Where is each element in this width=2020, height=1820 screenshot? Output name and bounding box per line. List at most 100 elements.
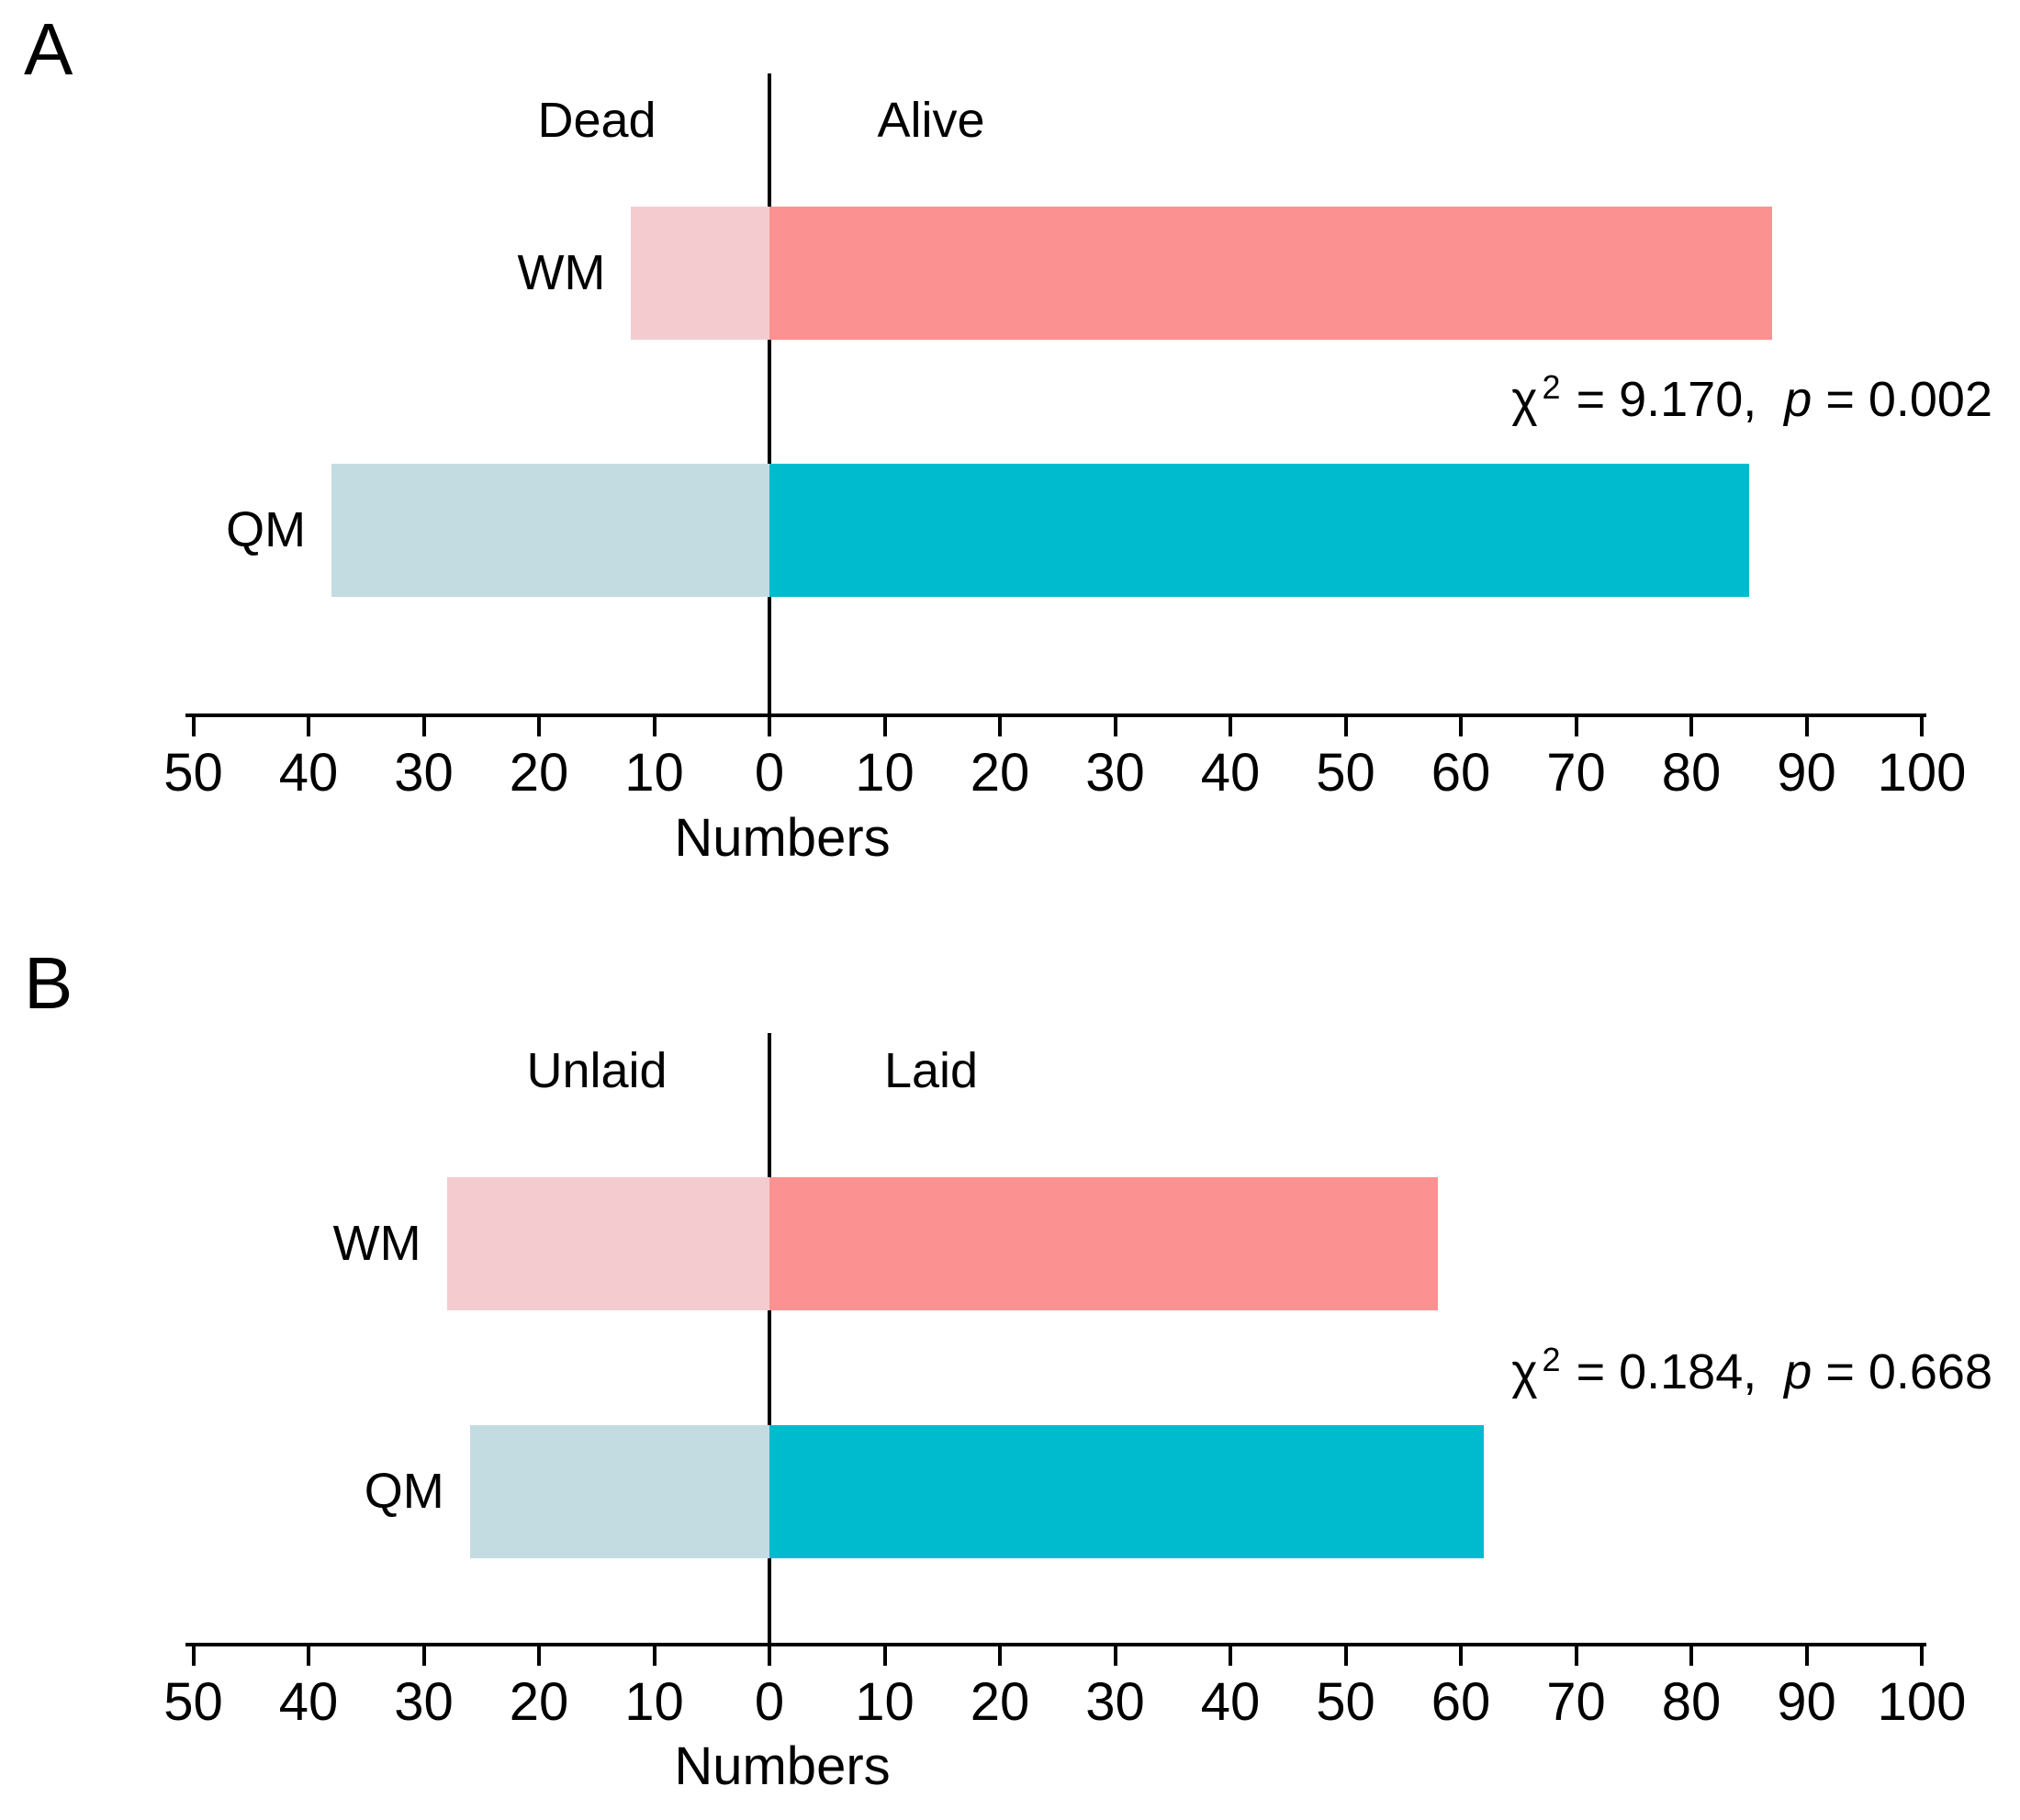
- axis-tick: [1113, 1646, 1117, 1666]
- axis-tick: [998, 717, 1002, 736]
- x-axis-title: Numbers: [674, 808, 891, 868]
- axis-tick: [1343, 717, 1348, 736]
- axis-tick: [421, 717, 426, 736]
- axis-tick: [652, 1646, 656, 1666]
- axis-tick: [191, 1646, 196, 1666]
- bar-wm-laid: [769, 1177, 1438, 1310]
- chi-exponent: 2: [1542, 368, 1561, 406]
- axis-tick-label: 30: [1085, 743, 1145, 803]
- category-label-wm: WM: [517, 245, 606, 300]
- axis-tick-label: 30: [394, 1672, 454, 1732]
- axis-tick: [191, 717, 196, 736]
- axis-tick-label: 20: [970, 1672, 1030, 1732]
- axis-tick: [882, 1646, 887, 1666]
- axis-tick: [882, 717, 887, 736]
- axis-tick-label: 0: [754, 743, 785, 803]
- axis-tick: [1689, 1646, 1693, 1666]
- axis-tick: [1343, 1646, 1348, 1666]
- axis-tick: [1229, 1646, 1232, 1666]
- category-label-qm: QM: [226, 502, 307, 557]
- axis-tick-label: 40: [278, 743, 339, 803]
- x-axis-line: [185, 713, 1926, 717]
- panel-b-letter: B: [24, 942, 73, 1024]
- axis-tick-label: 60: [1431, 1672, 1491, 1732]
- axis-tick-label: 30: [1085, 1672, 1145, 1732]
- left-column-header: Unlaid: [526, 1043, 668, 1098]
- axis-tick-label: 100: [1877, 743, 1967, 803]
- axis-tick: [1459, 717, 1463, 736]
- axis-tick: [1920, 1646, 1924, 1666]
- category-label-wm: WM: [332, 1216, 421, 1271]
- bar-qm-alive: [769, 464, 1749, 597]
- left-column-header: Dead: [537, 93, 656, 148]
- chi-symbol: χ: [1511, 1344, 1538, 1399]
- axis-tick-label: 50: [1316, 743, 1375, 803]
- panel-a-letter: A: [24, 8, 73, 90]
- bar-wm-dead: [631, 207, 769, 340]
- p-symbol: p: [1784, 372, 1812, 427]
- axis-tick: [1113, 717, 1117, 736]
- axis-tick: [768, 717, 771, 736]
- axis-tick: [537, 1646, 541, 1666]
- axis-tick-label: 20: [970, 743, 1030, 803]
- bar-wm-unlaid: [446, 1177, 769, 1310]
- axis-tick-label: 90: [1777, 743, 1836, 803]
- bar-qm-laid: [769, 1425, 1485, 1558]
- axis-tick: [307, 717, 310, 736]
- bar-qm-unlaid: [469, 1425, 769, 1558]
- axis-tick-label: 60: [1431, 743, 1491, 803]
- axis-tick: [1804, 717, 1809, 736]
- zero-baseline: [768, 1033, 771, 1646]
- axis-tick: [1574, 1646, 1578, 1666]
- axis-tick-label: 20: [509, 743, 569, 803]
- axis-tick-label: 40: [278, 1672, 339, 1732]
- axis-tick-label: 100: [1877, 1672, 1967, 1732]
- axis-tick-label: 10: [855, 1672, 915, 1732]
- category-label-qm: QM: [364, 1464, 444, 1519]
- axis-tick-label: 30: [394, 743, 454, 803]
- axis-tick-label: 50: [1316, 1672, 1375, 1732]
- chi-exponent: 2: [1542, 1341, 1561, 1378]
- axis-tick: [421, 1646, 426, 1666]
- axis-tick: [1920, 717, 1924, 736]
- axis-tick-label: 80: [1661, 1672, 1722, 1732]
- axis-tick: [1229, 717, 1232, 736]
- right-column-header: Laid: [883, 1043, 979, 1098]
- axis-tick-label: 70: [1546, 1672, 1606, 1732]
- axis-tick-label: 40: [1200, 743, 1261, 803]
- axis-tick-label: 10: [855, 743, 915, 803]
- x-axis-title: Numbers: [674, 1736, 891, 1796]
- axis-tick-label: 10: [624, 743, 684, 803]
- axis-tick: [537, 717, 541, 736]
- axis-tick-label: 90: [1777, 1672, 1836, 1732]
- axis-tick-label: 80: [1661, 743, 1722, 803]
- bar-qm-dead: [331, 464, 769, 597]
- chi-value-text: = 0.184,: [1562, 1344, 1785, 1399]
- axis-tick-label: 10: [624, 1672, 684, 1732]
- chi-symbol: χ: [1511, 372, 1538, 427]
- p-value-text: = 0.668: [1812, 1344, 1992, 1399]
- axis-tick-label: 70: [1546, 743, 1606, 803]
- axis-tick-label: 40: [1200, 1672, 1261, 1732]
- right-column-header: Alive: [877, 93, 985, 148]
- x-axis-line: [185, 1643, 1926, 1646]
- axis-tick-label: 50: [163, 1672, 223, 1732]
- axis-tick: [307, 1646, 310, 1666]
- axis-tick-label: 20: [509, 1672, 569, 1732]
- bar-wm-alive: [769, 207, 1772, 340]
- axis-tick: [1459, 1646, 1463, 1666]
- axis-tick: [998, 1646, 1002, 1666]
- axis-tick: [768, 1646, 771, 1666]
- axis-tick-label: 50: [163, 743, 223, 803]
- axis-tick: [652, 717, 656, 736]
- axis-tick-label: 0: [754, 1672, 785, 1732]
- p-value-text: = 0.002: [1812, 372, 1992, 427]
- p-symbol: p: [1784, 1344, 1812, 1399]
- zero-baseline: [768, 73, 771, 717]
- chi-value-text: = 9.170,: [1562, 372, 1785, 427]
- axis-tick: [1804, 1646, 1809, 1666]
